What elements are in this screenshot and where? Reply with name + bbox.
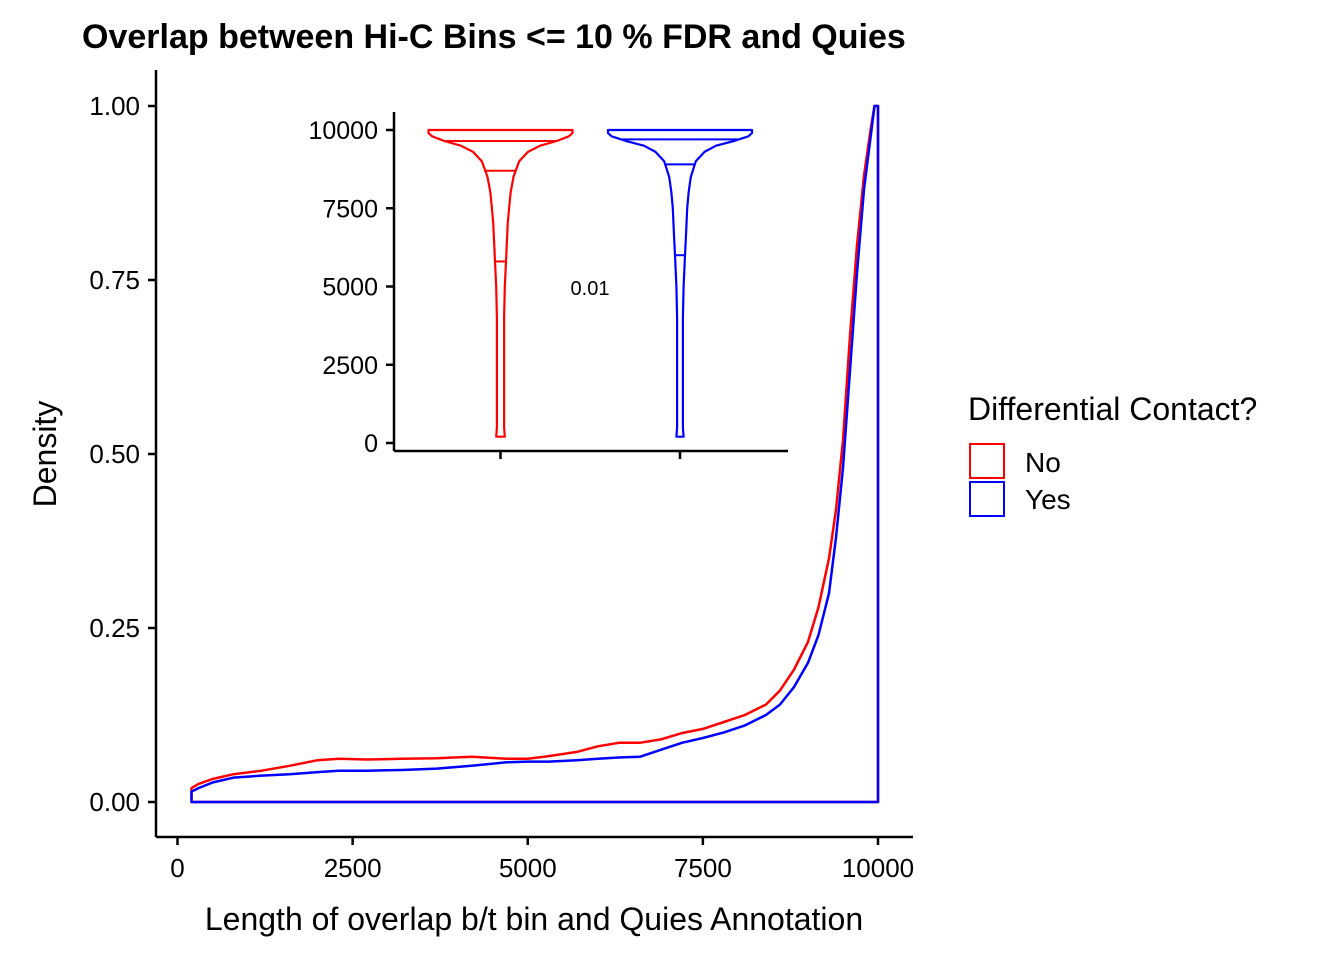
inset-y-tick-label: 5000 (322, 274, 378, 302)
inset-annotation: 0.01 (571, 278, 610, 300)
inset-violins (427, 128, 754, 438)
inset-y-tick-label: 0 (364, 430, 378, 458)
x-tick-label: 2500 (324, 853, 382, 883)
y-axis-title: Density (27, 401, 63, 508)
legend-key-no (969, 443, 1005, 479)
x-tick-label: 10000 (842, 853, 914, 883)
inset-y-tick-label: 10000 (308, 117, 378, 145)
y-tick-label: 0.00 (89, 787, 140, 817)
chart-title: Overlap between Hi-C Bins <= 10 % FDR an… (82, 18, 906, 56)
x-axis-title: Length of overlap b/t bin and Quies Anno… (205, 901, 863, 937)
legend-item-yes: Yes (969, 481, 1071, 517)
y-tick-label: 0.50 (89, 439, 140, 469)
legend-label-no: No (1025, 447, 1061, 478)
y-tick-label: 0.75 (89, 265, 140, 295)
y-tick-label: 1.00 (89, 91, 140, 121)
x-tick-label: 0 (170, 853, 184, 883)
inset-ticks: 0 2500 5000 7500 10000 (308, 117, 682, 459)
x-tick-label: 7500 (674, 853, 732, 883)
density-curve-no (190, 104, 880, 804)
legend-key-yes (969, 481, 1005, 517)
density-curve-yes (190, 104, 880, 804)
main-ticks: 0.00 0.25 0.50 0.75 1.00 0 2500 5000 7500 10000 (89, 91, 914, 883)
x-tick-label: 5000 (499, 853, 557, 883)
legend-label-yes: Yes (1025, 484, 1071, 515)
legend-item-no: No (969, 443, 1061, 479)
inset-y-tick-label: 2500 (322, 352, 378, 380)
violin-no (427, 128, 574, 438)
violin-yes (606, 128, 754, 438)
y-tick-label: 0.25 (89, 613, 140, 643)
legend-title: Differential Contact? (968, 391, 1257, 427)
main-curves (190, 104, 880, 804)
inset-y-tick-label: 7500 (322, 195, 378, 223)
